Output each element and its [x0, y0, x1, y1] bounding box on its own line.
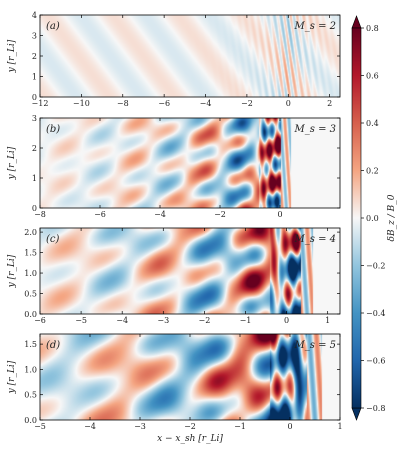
x-tick-label: −6	[94, 210, 106, 219]
x-tick-label: −3	[134, 422, 146, 431]
colorbar: 0.8 0.6 0.4 0.2 0.0 −0.2 −0.4 −0.6 −0.8 δB_z / B_…	[351, 15, 397, 421]
x-tick-label: 0	[284, 316, 289, 325]
y-tick-label: 1.5	[24, 249, 37, 258]
colorbar-tick-label: 0.8	[366, 24, 379, 33]
heatmap-2	[40, 228, 340, 314]
x-tick-label: −2	[184, 422, 196, 431]
x-tick-label: −5	[34, 422, 46, 431]
x-tick-label: 0	[287, 422, 292, 431]
y-tick-label: 2.0	[24, 228, 37, 237]
y-tick-label: 1.0	[24, 365, 37, 374]
x-tick-label: −8	[117, 99, 129, 108]
y-tick-label: 3	[32, 32, 37, 41]
y-axis-label: y [r_Li]	[7, 39, 17, 73]
x-tick-label: 1	[337, 422, 342, 431]
panel-1: −8 −6 −4 −2 0 0 1 2 3 y [r_Li] (b) M_s = 3	[7, 114, 341, 219]
colorbar-gradient	[351, 27, 362, 409]
x-tick-label: −6	[34, 316, 46, 325]
panel-tag: (a)	[46, 21, 60, 32]
x-axis-label: x − x_sh [r_Li]	[157, 434, 223, 444]
axes-frame	[39, 227, 341, 315]
y-tick-label: 0.0	[24, 416, 37, 425]
panel-tag: (d)	[46, 340, 60, 351]
x-tick-label: 0	[286, 99, 291, 108]
panel-tag: (c)	[46, 234, 60, 245]
y-tick-label: 0.5	[24, 290, 37, 299]
colorbar-tick-label: −0.6	[366, 357, 385, 366]
heatmap-1	[40, 118, 340, 208]
y-tick-label: 2	[32, 144, 37, 153]
mach-label: M_s = 2	[294, 21, 336, 32]
axes-frame	[39, 117, 341, 209]
x-tick-label: −2	[198, 316, 210, 325]
colorbar-tick-label: 0.4	[366, 119, 379, 128]
x-tick-label: −3	[157, 316, 169, 325]
x-tick-label: 1	[325, 316, 330, 325]
y-tick-label: 4	[32, 11, 37, 20]
x-tick-label: −10	[73, 99, 90, 108]
colorbar-tick-label: −0.4	[366, 309, 385, 318]
y-tick-label: 3	[32, 114, 37, 123]
heatmap-0	[40, 15, 340, 97]
x-tick-label: −2	[241, 99, 253, 108]
x-tick-label: 0	[277, 210, 282, 219]
x-tick-label: 2	[327, 99, 332, 108]
colorbar-tick-label: 0.0	[366, 214, 379, 223]
colorbar-tick-label: 0.2	[366, 167, 379, 176]
colorbar-extend-top	[351, 15, 362, 29]
y-tick-label: 1	[32, 174, 37, 183]
y-tick-label: 1.0	[24, 269, 37, 278]
panel-0: −12 −10 −8 −6 −4 −2 0 2 0 1 2 3 4 y [r_Li] (a) M_s = 2	[7, 11, 341, 108]
panel-tag: (b)	[46, 124, 60, 135]
x-tick-label: −1	[234, 422, 246, 431]
y-tick-label: 0	[32, 204, 37, 213]
x-tick-label: −4	[116, 316, 128, 325]
mach-label: M_s = 5	[294, 340, 336, 351]
panel-3: −5 −4 −3 −2 −1 0 1 0.0 0.5 1.0 1.5 y [r_Li] (d) M_s =…	[7, 333, 343, 431]
mach-label: M_s = 3	[294, 124, 336, 135]
panel-2: −6 −5 −4 −3 −2 −1 0 1 0.0 0.5 1.0 1.5 2.0 y [r_Li] (c)…	[7, 227, 341, 325]
y-tick-label: 2	[32, 52, 37, 61]
y-tick-label: 0.5	[24, 391, 37, 400]
x-tick-label: −2	[214, 210, 226, 219]
x-tick-label: −12	[32, 99, 49, 108]
mach-label: M_s = 4	[294, 234, 336, 245]
x-tick-label: −4	[154, 210, 166, 219]
y-axis-label: y [r_Li]	[7, 360, 17, 394]
colorbar-tick-label: 0.6	[366, 72, 379, 81]
y-axis-label: y [r_Li]	[7, 146, 17, 180]
y-axis-label: y [r_Li]	[7, 254, 17, 288]
x-tick-label: −5	[75, 316, 87, 325]
x-tick-label: −4	[84, 422, 96, 431]
y-tick-label: 0	[32, 93, 37, 102]
x-tick-label: −1	[240, 316, 252, 325]
y-tick-label: 1.5	[24, 340, 37, 349]
x-tick-label: −8	[34, 210, 46, 219]
colorbar-tick-label: −0.2	[366, 262, 385, 271]
x-tick-label: −4	[200, 99, 212, 108]
x-tick-label: −6	[158, 99, 170, 108]
colorbar-label: δB_z / B_0	[387, 194, 397, 241]
y-tick-label: 0.0	[24, 310, 37, 319]
y-tick-label: 1	[32, 73, 37, 82]
colorbar-tick-label: −0.8	[366, 404, 385, 413]
colorbar-extend-bottom	[351, 407, 362, 421]
heatmap-3	[40, 334, 340, 420]
